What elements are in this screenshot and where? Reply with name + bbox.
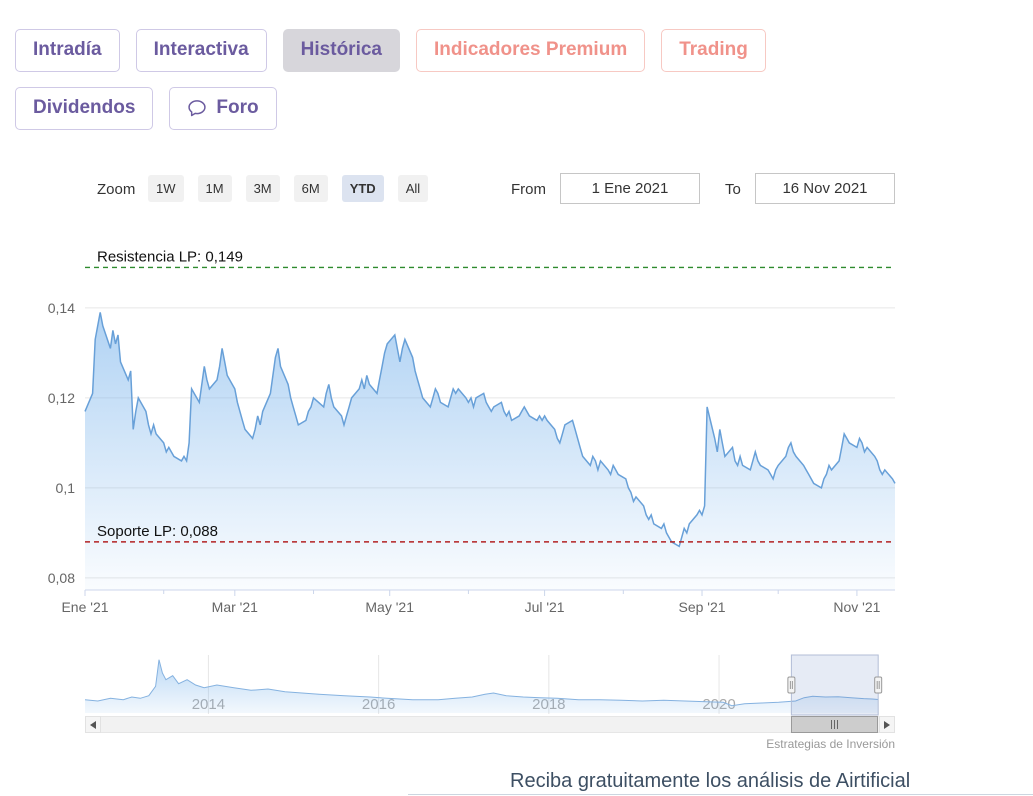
y-axis-tick-label: 0,08 [48, 570, 75, 586]
from-date-input[interactable] [560, 173, 700, 204]
resistencia-level-label: Resistencia LP: 0,149 [97, 248, 243, 265]
x-axis-tick-label: Nov '21 [833, 599, 880, 615]
to-date-input[interactable] [755, 173, 895, 204]
y-axis-tick-label: 0,1 [56, 480, 76, 496]
range-button-ytd[interactable]: YTD [341, 175, 384, 202]
price-line [84, 312, 896, 548]
footer-promo-text: Reciba gratuitamente los análisis de Air… [510, 770, 911, 792]
range-button-3m[interactable]: 3M [245, 175, 280, 202]
chart-tabs-row-2: Dividendos Foro [15, 87, 277, 130]
navigator-year-label: 2016 [362, 696, 395, 713]
footer-divider [408, 794, 1033, 795]
x-axis-tick-label: Ene '21 [61, 599, 108, 615]
y-axis-tick-label: 0,14 [48, 300, 75, 316]
thumb-grip-icon [834, 720, 836, 729]
navigator-right-handle[interactable] [874, 676, 883, 694]
x-axis-tick-label: May '21 [365, 599, 414, 615]
navigator-area-fill [85, 659, 879, 713]
to-label: To [725, 181, 741, 198]
price-area-fill [85, 312, 895, 590]
from-label: From [511, 181, 546, 198]
x-axis-tick-label: Sep '21 [678, 599, 725, 615]
range-button-1w[interactable]: 1W [148, 175, 184, 202]
tab-indicadores-premium[interactable]: Indicadores Premium [415, 29, 646, 72]
tab-dividendos[interactable]: Dividendos [15, 87, 154, 130]
navigator-year-label: 2018 [532, 696, 565, 713]
range-button-1m[interactable]: 1M [197, 175, 232, 202]
navigator-scrollbar[interactable] [85, 716, 895, 733]
range-button-all[interactable]: All [397, 175, 429, 202]
left-arrow-icon [90, 720, 96, 729]
range-buttons: 1W 1M 3M 6M YTD All [148, 175, 429, 202]
thumb-grip-icon [831, 720, 833, 729]
chart-tabs-row-1: Intradía Interactiva Histórica Indicador… [15, 29, 766, 72]
tab-foro[interactable]: Foro [169, 87, 277, 130]
scrollbar-right-arrow[interactable] [879, 716, 895, 733]
range-button-6m[interactable]: 6M [293, 175, 328, 202]
tab-foro-label: Foro [216, 97, 259, 118]
tab-intradia[interactable]: Intradía [15, 29, 120, 72]
navigator-year-label: 2014 [192, 696, 225, 713]
navigator-line [84, 659, 879, 707]
tab-trading[interactable]: Trading [661, 29, 766, 72]
navigator-year-label: 2020 [702, 696, 735, 713]
tab-interactiva[interactable]: Interactiva [135, 29, 267, 72]
navigator-selected-range[interactable] [790, 654, 879, 716]
chart-credit-link[interactable]: Estrategias de Inversión [766, 737, 895, 751]
speech-bubble-icon [188, 100, 207, 117]
right-arrow-icon [884, 720, 890, 729]
navigator-left-handle[interactable] [787, 676, 796, 694]
thumb-grip-icon [837, 720, 839, 729]
y-axis-tick-label: 0,12 [48, 390, 75, 406]
scrollbar-thumb[interactable] [791, 716, 879, 733]
scrollbar-left-arrow[interactable] [85, 716, 101, 733]
scrollbar-track[interactable] [101, 716, 879, 733]
tab-historica[interactable]: Histórica [282, 29, 400, 72]
x-axis-tick-label: Jul '21 [525, 599, 565, 615]
x-axis-tick-label: Mar '21 [212, 599, 258, 615]
zoom-label: Zoom [97, 181, 136, 198]
soporte-level-label: Soporte LP: 0,088 [97, 523, 218, 540]
